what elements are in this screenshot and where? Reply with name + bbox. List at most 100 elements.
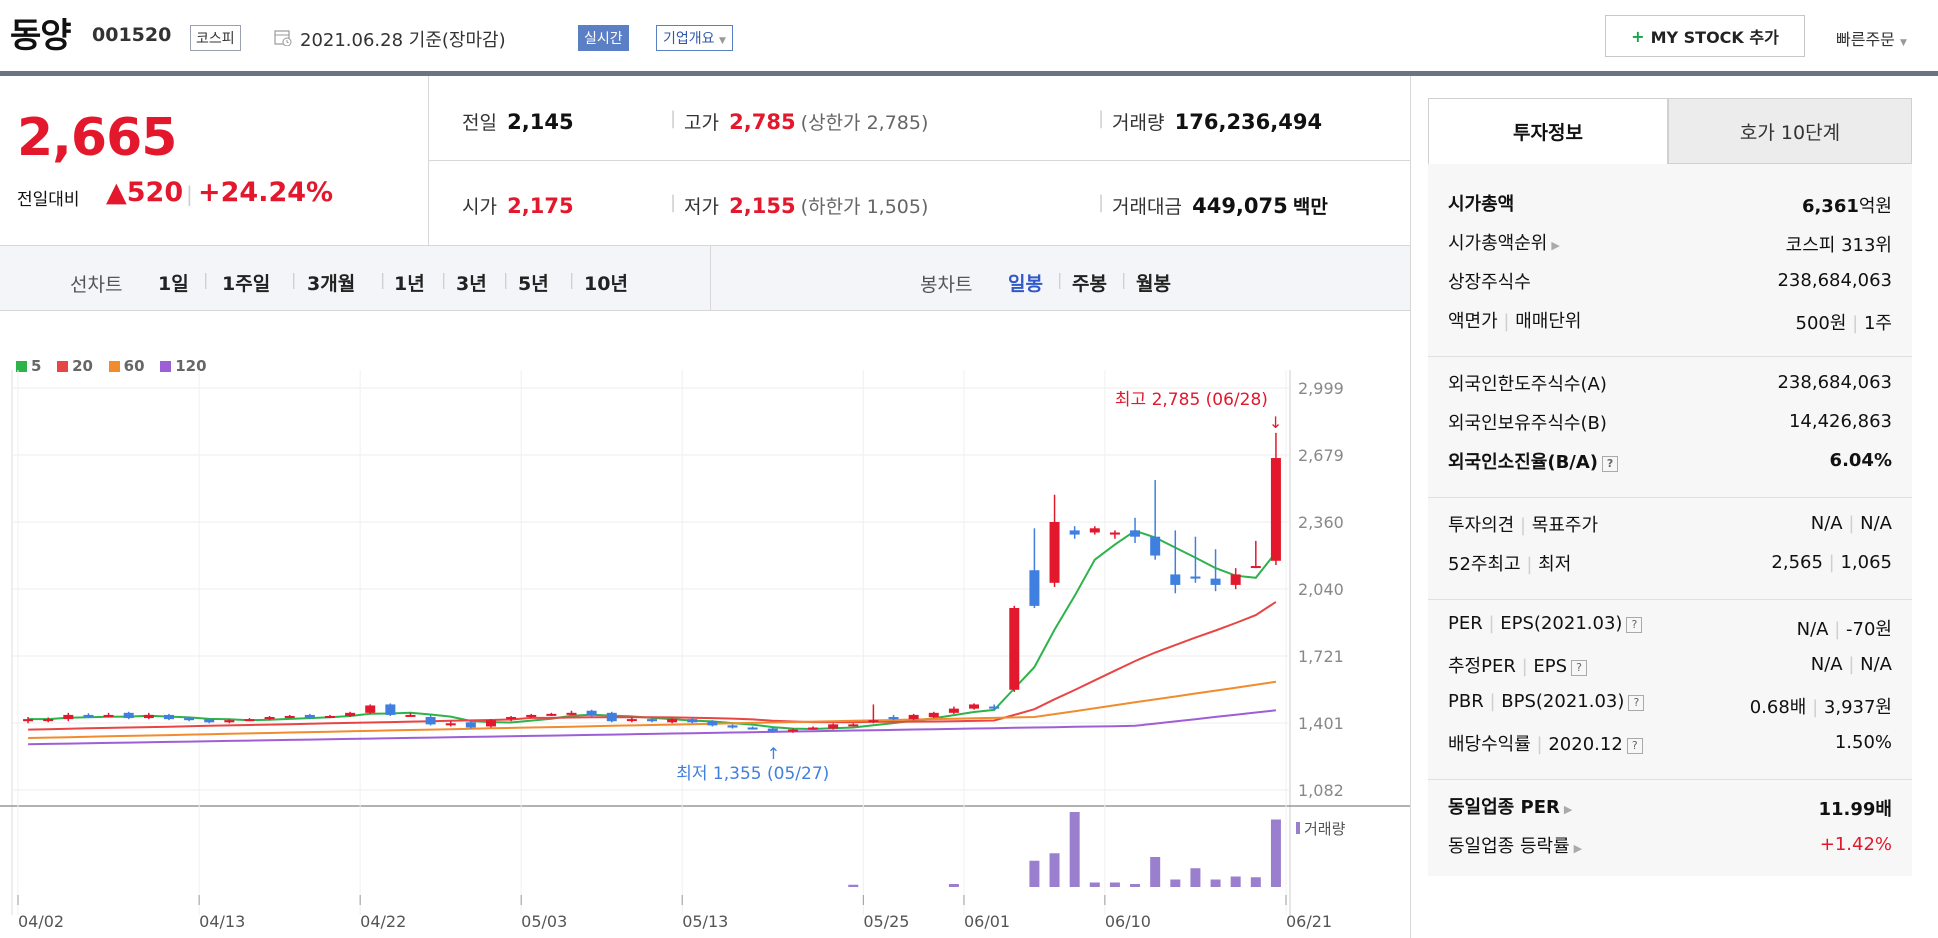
candle-body xyxy=(184,718,195,721)
candle-body xyxy=(244,719,255,722)
candle-weekly[interactable]: 주봉 xyxy=(1072,273,1107,295)
volume-bar xyxy=(1230,876,1241,887)
change-label: 전일대비 xyxy=(17,190,80,210)
info-row-label[interactable]: 동일업종 PER ▶ xyxy=(1448,793,1572,819)
realtime-button[interactable]: 실시간 xyxy=(578,25,629,51)
candle-body xyxy=(163,714,174,720)
info-value: N/A xyxy=(1796,619,1829,640)
info-row-label: 상장주식수 xyxy=(1448,268,1531,294)
candle-monthly[interactable]: 월봉 xyxy=(1136,273,1171,295)
period-1d[interactable]: 1일 xyxy=(158,273,189,295)
separator: | xyxy=(1057,270,1063,289)
period-3m[interactable]: 3개월 xyxy=(307,273,356,295)
volume-bar xyxy=(848,884,859,887)
period-1w[interactable]: 1주일 xyxy=(222,273,271,295)
candle-body xyxy=(787,729,798,732)
candle-body xyxy=(687,719,698,723)
separator: | xyxy=(291,270,297,289)
add-mystock-button[interactable]: + MY STOCK 추가 xyxy=(1605,15,1805,57)
volume-legend-label: 거래량 xyxy=(1304,820,1346,838)
info-value2: 1,065 xyxy=(1840,552,1892,573)
x-tick-label: 05/03 xyxy=(521,912,567,931)
info-row-label: 외국인보유주식수(B) xyxy=(1448,409,1607,435)
candle-body xyxy=(767,728,778,732)
up-triangle-icon: ▲ xyxy=(106,177,127,208)
candle-body xyxy=(425,717,436,725)
info-row-label: 추정PER | EPS? xyxy=(1448,652,1588,678)
chevron-right-icon: ▶ xyxy=(1573,842,1583,855)
candle-chart-label: 봉차트 xyxy=(920,274,973,296)
divider xyxy=(1410,76,1411,938)
change-amount: 520 xyxy=(126,177,184,208)
corp-overview-button[interactable]: 기업개요 ▼ xyxy=(656,25,733,51)
candle-body xyxy=(204,719,215,723)
quote-open: 시가 2,175 xyxy=(462,192,574,219)
help-icon: ? xyxy=(1571,660,1588,676)
info-label: 외국인보유주식수(B) xyxy=(1448,413,1607,434)
period-bar xyxy=(0,246,1410,311)
candle-body xyxy=(969,704,980,709)
info-label2: 목표주가 xyxy=(1531,515,1599,536)
info-label: 시가총액 xyxy=(1448,194,1515,215)
y-tick-label: 1,721 xyxy=(1298,647,1344,666)
candle-body xyxy=(63,714,74,720)
volume-bar xyxy=(1170,879,1181,887)
candle-body xyxy=(385,704,396,715)
period-1y[interactable]: 1년 xyxy=(394,273,425,295)
y-tick-label: 1,401 xyxy=(1298,714,1344,733)
chevron-down-icon: ▼ xyxy=(1899,38,1907,48)
info-row-label: PER | EPS(2021.03)? xyxy=(1448,613,1643,634)
info-label: PBR xyxy=(1448,691,1484,712)
help-icon: ? xyxy=(1628,695,1645,711)
period-3y[interactable]: 3년 xyxy=(456,273,487,295)
info-value2: N/A xyxy=(1860,513,1892,534)
candle-body xyxy=(143,714,154,719)
period-10y[interactable]: 10년 xyxy=(584,273,628,295)
tab-invest-info[interactable]: 투자정보 xyxy=(1428,98,1668,164)
info-row-label[interactable]: 시가총액순위 ▶ xyxy=(1448,229,1560,255)
divider xyxy=(428,160,1410,161)
down-arrow-icon: ↓ xyxy=(1269,413,1282,432)
line-chart-label: 선차트 xyxy=(70,274,123,296)
volume-bar xyxy=(1150,857,1161,887)
y-tick-label: 2,999 xyxy=(1298,379,1344,398)
price-chart[interactable]: 2,999 2,679 2,360 2,040 1,721 1,401 1,082 04/02… xyxy=(0,370,1410,938)
quick-order-button[interactable]: 빠른주문 ▼ xyxy=(1836,26,1907,50)
info-value: 238,684,063 xyxy=(1777,372,1892,393)
info-value: N/A xyxy=(1810,654,1843,675)
info-row-value: 500원 | 1주 xyxy=(1795,313,1892,334)
volume-label: 거래량 xyxy=(1112,112,1165,134)
tab-orderbook[interactable]: 호가 10단계 xyxy=(1668,98,1912,164)
low-value: 2,155 xyxy=(729,194,796,218)
period-5y[interactable]: 5년 xyxy=(518,273,549,295)
info-label2: 최저 xyxy=(1538,554,1572,575)
info-row-label[interactable]: 동일업종 등락률 ▶ xyxy=(1448,832,1582,858)
dropdown-arrow-icon: ▼ xyxy=(718,36,726,46)
invest-panel xyxy=(1428,98,1912,876)
separator: | xyxy=(186,182,193,206)
volume-bar xyxy=(1250,877,1261,887)
info-label: 동일업종 PER xyxy=(1448,797,1560,818)
y-tick-label: 2,679 xyxy=(1298,446,1344,465)
candle-body xyxy=(1049,522,1060,583)
candle-body xyxy=(566,712,577,715)
x-tick-label: 06/21 xyxy=(1286,912,1332,931)
info-row-label: 시가총액 xyxy=(1448,190,1514,216)
candle-daily[interactable]: 일봉 xyxy=(1008,273,1043,295)
info-row-value: N/A | N/A xyxy=(1810,513,1892,534)
header-divider xyxy=(0,71,1938,76)
separator: | xyxy=(380,270,386,289)
volume-bar xyxy=(1049,853,1060,887)
quote-amount: 거래대금 449,075 백만 xyxy=(1112,192,1328,219)
open-label: 시가 xyxy=(462,196,497,218)
candle-body xyxy=(526,714,537,718)
legend-ma20: 20 xyxy=(57,357,93,375)
corp-overview-label: 기업개요 xyxy=(663,31,715,47)
base-date: 2021.06.28 기준(장마감) xyxy=(300,30,506,51)
info-row-label: 외국인소진율(B/A)? xyxy=(1448,448,1619,474)
info-row-value: 238,684,063 xyxy=(1620,372,1892,393)
info-row-value: N/A | N/A xyxy=(1810,654,1892,675)
candle-body xyxy=(1270,458,1281,561)
info-label2: 매매단위 xyxy=(1515,311,1582,332)
prev-label: 전일 xyxy=(462,112,497,134)
